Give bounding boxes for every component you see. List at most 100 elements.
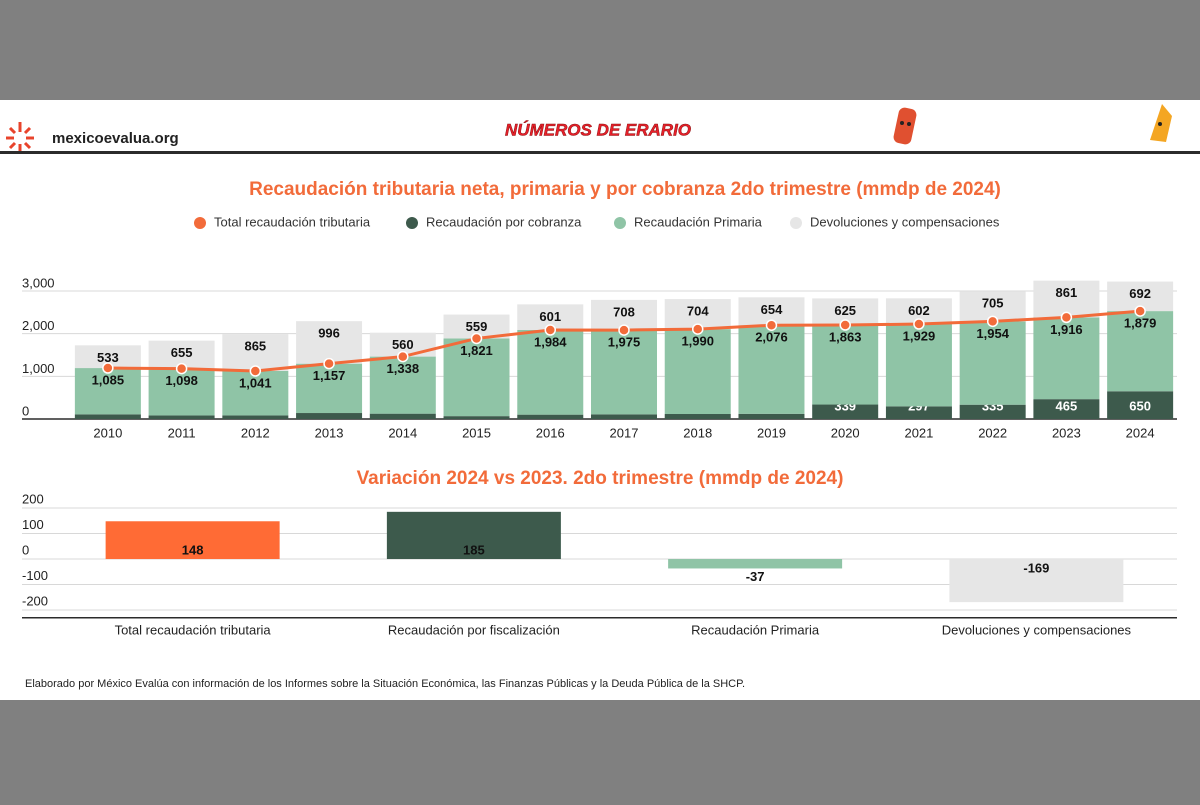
bar-segment	[959, 404, 1026, 419]
x-tick-label: 2019	[757, 425, 786, 440]
data-label: 861	[1056, 285, 1078, 300]
bar	[386, 511, 561, 560]
brand-logo: NÚMEROS DE ERARIO	[505, 120, 691, 139]
header-rule	[0, 151, 1200, 154]
bar-segment	[812, 404, 879, 419]
data-label: 704	[687, 304, 709, 319]
data-label: 1,929	[903, 328, 936, 343]
y-tick-label: 0	[22, 403, 29, 418]
data-label: 1,085	[92, 372, 125, 387]
line-point	[618, 324, 630, 336]
chart-title: Variación 2024 vs 2023. 2do trimestre (m…	[357, 468, 844, 489]
x-tick-label: 2011	[168, 425, 196, 440]
line-point	[544, 324, 557, 336]
data-label: 1,041	[239, 375, 272, 390]
data-label: 1,157	[313, 368, 346, 383]
x-tick-label: 2022	[978, 425, 1007, 440]
bar-segment	[296, 321, 363, 364]
bar-segment	[369, 332, 436, 357]
data-label: 1,916	[1050, 322, 1083, 337]
data-label: 1,821	[460, 343, 493, 358]
y-tick-label: -100	[22, 568, 48, 583]
data-label: 2,076	[755, 330, 788, 345]
data-label: 601	[539, 309, 561, 324]
x-tick-label: Total recaudación tributaria	[115, 622, 272, 637]
bar-segment	[1107, 391, 1174, 419]
data-label: 1,098	[165, 373, 198, 388]
x-tick-label: 2021	[904, 425, 933, 440]
line-point	[249, 365, 262, 377]
legend-label: Recaudación por cobranza	[426, 214, 582, 229]
line-point	[323, 357, 335, 370]
bar-segment	[443, 338, 510, 417]
x-tick-label: 2015	[462, 425, 491, 440]
line-point	[397, 350, 409, 363]
data-label: 865	[244, 339, 266, 354]
x-tick-label: 2017	[610, 425, 639, 440]
y-tick-label: -200	[22, 593, 48, 608]
bar	[105, 521, 280, 560]
bar-segment	[885, 406, 952, 419]
data-label: 185	[463, 542, 485, 557]
legend-marker	[614, 217, 626, 229]
data-label: 625	[834, 303, 856, 318]
x-tick-label: 2012	[241, 425, 270, 440]
legend-marker	[406, 217, 418, 229]
data-label: 533	[97, 350, 119, 365]
bar-segment	[222, 415, 289, 419]
data-label: 602	[908, 303, 930, 318]
data-label: 148	[182, 542, 204, 557]
footnote: Elaborado por México Evalúa con informac…	[25, 678, 745, 690]
data-label: 559	[466, 319, 488, 334]
bar-segment	[369, 413, 436, 419]
legend-label: Total recaudación tributaria	[214, 214, 371, 229]
line-point	[1134, 305, 1146, 317]
bar-segment	[222, 334, 289, 371]
bar-segment	[443, 314, 510, 339]
bar-segment	[369, 356, 436, 414]
bar-segment	[296, 413, 363, 419]
bar-segment	[1107, 311, 1174, 392]
bar-segment	[296, 363, 363, 414]
bar-segment	[148, 415, 215, 419]
x-tick-label: 2024	[1126, 425, 1155, 440]
x-tick-label: 2023	[1052, 425, 1081, 440]
y-tick-label: 100	[22, 517, 44, 532]
data-label: 1,984	[534, 334, 567, 349]
line-point	[470, 332, 483, 345]
x-tick-label: 2020	[831, 425, 860, 440]
data-label: 1,863	[829, 329, 862, 344]
legend-marker	[194, 217, 206, 229]
y-tick-label: 2,000	[22, 318, 55, 333]
y-tick-label: 1,000	[22, 361, 55, 376]
data-label: 465	[1056, 398, 1078, 413]
data-label: -169	[1023, 560, 1049, 575]
bar-segment	[664, 329, 731, 415]
line-point	[839, 319, 851, 331]
bar-segment	[812, 325, 879, 405]
data-label: 708	[613, 304, 635, 319]
line-point	[913, 318, 925, 330]
data-label: 560	[392, 337, 414, 352]
line-point	[691, 323, 704, 335]
bar-segment	[1033, 399, 1100, 419]
data-label: 1,954	[976, 326, 1009, 341]
x-tick-label: Recaudación por fiscalización	[388, 622, 560, 637]
y-tick-label: 0	[22, 542, 29, 557]
bar-segment	[74, 368, 141, 415]
bar-segment	[738, 325, 805, 414]
x-tick-label: 2014	[388, 425, 417, 440]
bar-segment	[148, 368, 215, 416]
line-point	[986, 315, 999, 328]
legend-label: Devoluciones y compensaciones	[810, 214, 1000, 229]
bar-segment	[517, 329, 584, 415]
bar-segment	[885, 324, 952, 407]
site-name[interactable]: mexicoevalua.org	[52, 130, 179, 147]
bar	[668, 559, 843, 569]
y-tick-label: 200	[22, 491, 44, 506]
data-label: 1,338	[387, 361, 420, 376]
y-tick-label: 3,000	[22, 275, 55, 290]
x-tick-label: 2013	[315, 425, 344, 440]
x-tick-label: 2010	[93, 425, 122, 440]
bar-segment	[517, 414, 584, 419]
